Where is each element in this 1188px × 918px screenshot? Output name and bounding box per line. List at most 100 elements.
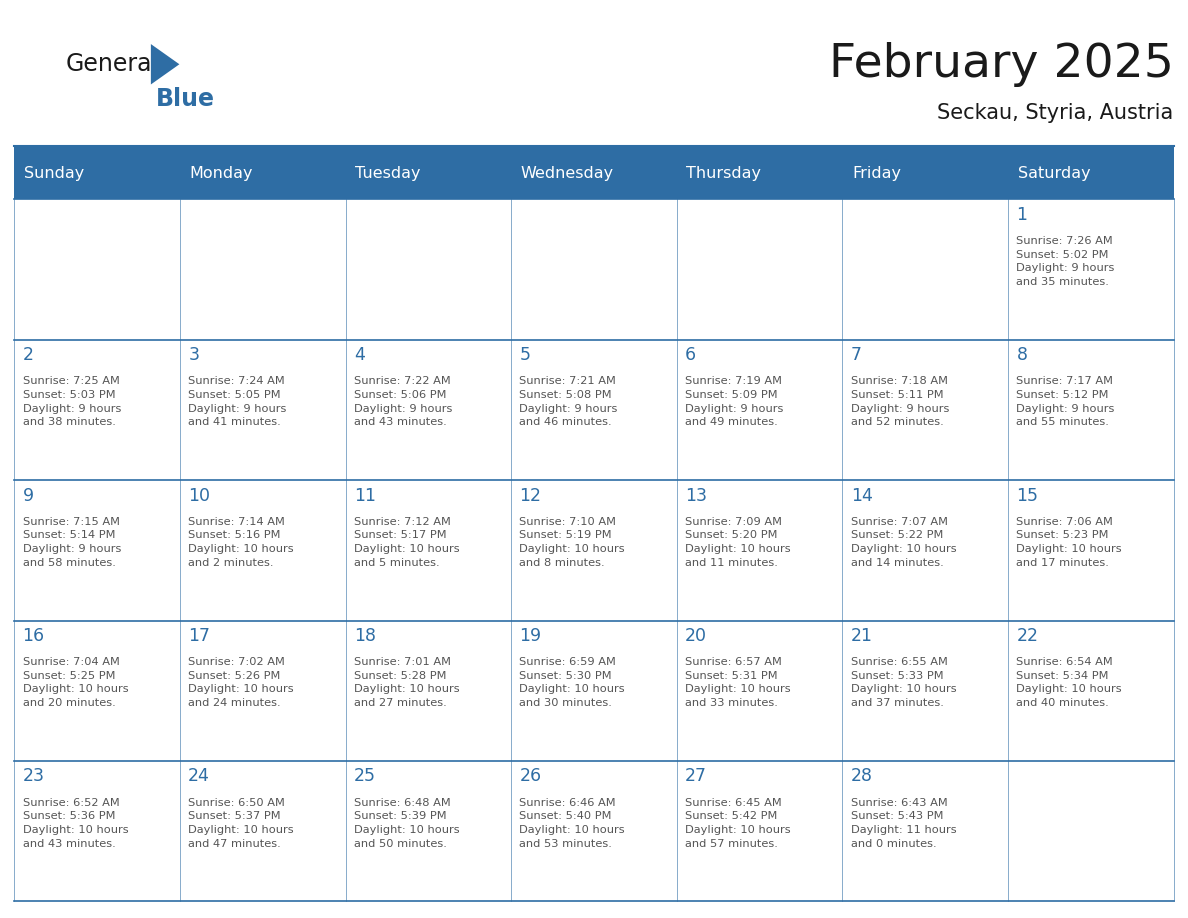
Bar [511,340,677,480]
Text: February 2025: February 2025 [829,41,1174,87]
Text: Sunrise: 7:04 AM
Sunset: 5:25 PM
Daylight: 10 hours
and 20 minutes.: Sunrise: 7:04 AM Sunset: 5:25 PM Dayligh… [23,657,128,708]
Text: Sunrise: 7:02 AM
Sunset: 5:26 PM
Daylight: 10 hours
and 24 minutes.: Sunrise: 7:02 AM Sunset: 5:26 PM Dayligh… [188,657,293,708]
Text: Sunrise: 6:46 AM
Sunset: 5:40 PM
Daylight: 10 hours
and 53 minutes.: Sunrise: 6:46 AM Sunset: 5:40 PM Dayligh… [519,798,625,848]
Text: Sunrise: 7:25 AM
Sunset: 5:03 PM
Daylight: 9 hours
and 38 minutes.: Sunrise: 7:25 AM Sunset: 5:03 PM Dayligh… [23,376,121,427]
Bar [842,199,1009,340]
Text: Sunrise: 7:17 AM
Sunset: 5:12 PM
Daylight: 9 hours
and 55 minutes.: Sunrise: 7:17 AM Sunset: 5:12 PM Dayligh… [1017,376,1114,427]
Bar [179,761,346,901]
Text: Sunday: Sunday [24,165,84,181]
Bar [346,480,511,621]
Text: 8: 8 [1017,346,1028,364]
Bar [677,480,842,621]
Bar [842,480,1009,621]
Text: 11: 11 [354,487,375,505]
Text: Sunrise: 7:22 AM
Sunset: 5:06 PM
Daylight: 9 hours
and 43 minutes.: Sunrise: 7:22 AM Sunset: 5:06 PM Dayligh… [354,376,453,427]
Text: Sunrise: 6:50 AM
Sunset: 5:37 PM
Daylight: 10 hours
and 47 minutes.: Sunrise: 6:50 AM Sunset: 5:37 PM Dayligh… [188,798,293,848]
Text: Sunrise: 7:19 AM
Sunset: 5:09 PM
Daylight: 9 hours
and 49 minutes.: Sunrise: 7:19 AM Sunset: 5:09 PM Dayligh… [685,376,784,427]
Text: 9: 9 [23,487,33,505]
Bar [1009,621,1174,761]
Text: Sunrise: 6:57 AM
Sunset: 5:31 PM
Daylight: 10 hours
and 33 minutes.: Sunrise: 6:57 AM Sunset: 5:31 PM Dayligh… [685,657,791,708]
Text: Friday: Friday [852,165,901,181]
Text: Sunrise: 7:06 AM
Sunset: 5:23 PM
Daylight: 10 hours
and 17 minutes.: Sunrise: 7:06 AM Sunset: 5:23 PM Dayligh… [1017,517,1121,567]
Text: Monday: Monday [189,165,253,181]
Text: Sunrise: 6:55 AM
Sunset: 5:33 PM
Daylight: 10 hours
and 37 minutes.: Sunrise: 6:55 AM Sunset: 5:33 PM Dayligh… [851,657,956,708]
Bar [179,340,346,480]
Text: Sunrise: 6:45 AM
Sunset: 5:42 PM
Daylight: 10 hours
and 57 minutes.: Sunrise: 6:45 AM Sunset: 5:42 PM Dayligh… [685,798,791,848]
Text: Sunrise: 7:14 AM
Sunset: 5:16 PM
Daylight: 10 hours
and 2 minutes.: Sunrise: 7:14 AM Sunset: 5:16 PM Dayligh… [188,517,293,567]
Text: Sunrise: 7:10 AM
Sunset: 5:19 PM
Daylight: 10 hours
and 8 minutes.: Sunrise: 7:10 AM Sunset: 5:19 PM Dayligh… [519,517,625,567]
Text: 23: 23 [23,767,45,786]
Bar [1009,761,1174,901]
Bar [14,147,1174,199]
Text: Sunrise: 7:24 AM
Sunset: 5:05 PM
Daylight: 9 hours
and 41 minutes.: Sunrise: 7:24 AM Sunset: 5:05 PM Dayligh… [188,376,286,427]
Polygon shape [151,44,179,84]
Text: Sunrise: 6:48 AM
Sunset: 5:39 PM
Daylight: 10 hours
and 50 minutes.: Sunrise: 6:48 AM Sunset: 5:39 PM Dayligh… [354,798,460,848]
Text: 21: 21 [851,627,873,645]
Text: Sunrise: 7:26 AM
Sunset: 5:02 PM
Daylight: 9 hours
and 35 minutes.: Sunrise: 7:26 AM Sunset: 5:02 PM Dayligh… [1017,236,1114,286]
Bar [511,761,677,901]
Text: 6: 6 [685,346,696,364]
Text: Sunrise: 7:21 AM
Sunset: 5:08 PM
Daylight: 9 hours
and 46 minutes.: Sunrise: 7:21 AM Sunset: 5:08 PM Dayligh… [519,376,618,427]
Bar [1009,340,1174,480]
Text: 17: 17 [188,627,210,645]
Text: Thursday: Thursday [687,165,762,181]
Bar [511,621,677,761]
Text: Sunrise: 6:54 AM
Sunset: 5:34 PM
Daylight: 10 hours
and 40 minutes.: Sunrise: 6:54 AM Sunset: 5:34 PM Dayligh… [1017,657,1121,708]
Bar [677,340,842,480]
Text: Sunrise: 6:52 AM
Sunset: 5:36 PM
Daylight: 10 hours
and 43 minutes.: Sunrise: 6:52 AM Sunset: 5:36 PM Dayligh… [23,798,128,848]
Bar [179,199,346,340]
Bar [842,761,1009,901]
Bar [14,340,179,480]
Bar [14,480,179,621]
Text: Sunrise: 7:07 AM
Sunset: 5:22 PM
Daylight: 10 hours
and 14 minutes.: Sunrise: 7:07 AM Sunset: 5:22 PM Dayligh… [851,517,956,567]
Bar [346,199,511,340]
Text: 16: 16 [23,627,45,645]
Bar [346,340,511,480]
Text: 2: 2 [23,346,33,364]
Text: 18: 18 [354,627,375,645]
Bar [511,480,677,621]
Text: Wednesday: Wednesday [520,165,614,181]
Text: 3: 3 [188,346,200,364]
Bar [1009,199,1174,340]
Text: Seckau, Styria, Austria: Seckau, Styria, Austria [937,103,1174,123]
Bar [677,621,842,761]
Text: Blue: Blue [156,87,215,111]
Text: 20: 20 [685,627,707,645]
Bar [14,199,179,340]
Bar [842,340,1009,480]
Text: Sunrise: 7:09 AM
Sunset: 5:20 PM
Daylight: 10 hours
and 11 minutes.: Sunrise: 7:09 AM Sunset: 5:20 PM Dayligh… [685,517,791,567]
Text: 22: 22 [1017,627,1038,645]
Text: Sunrise: 7:15 AM
Sunset: 5:14 PM
Daylight: 9 hours
and 58 minutes.: Sunrise: 7:15 AM Sunset: 5:14 PM Dayligh… [23,517,121,567]
Text: 27: 27 [685,767,707,786]
Text: 1: 1 [1017,206,1028,224]
Text: Sunrise: 6:59 AM
Sunset: 5:30 PM
Daylight: 10 hours
and 30 minutes.: Sunrise: 6:59 AM Sunset: 5:30 PM Dayligh… [519,657,625,708]
Bar [677,761,842,901]
Bar [14,621,179,761]
Bar [179,621,346,761]
Text: 14: 14 [851,487,873,505]
Text: 5: 5 [519,346,531,364]
Bar [179,480,346,621]
Text: 24: 24 [188,767,210,786]
Text: 12: 12 [519,487,542,505]
Text: 7: 7 [851,346,861,364]
Bar [677,199,842,340]
Bar [346,621,511,761]
Text: Sunrise: 6:43 AM
Sunset: 5:43 PM
Daylight: 11 hours
and 0 minutes.: Sunrise: 6:43 AM Sunset: 5:43 PM Dayligh… [851,798,956,848]
Text: Sunrise: 7:01 AM
Sunset: 5:28 PM
Daylight: 10 hours
and 27 minutes.: Sunrise: 7:01 AM Sunset: 5:28 PM Dayligh… [354,657,460,708]
Text: Saturday: Saturday [1018,165,1091,181]
Bar [14,761,179,901]
Text: 15: 15 [1017,487,1038,505]
Text: Tuesday: Tuesday [355,165,421,181]
Bar [346,761,511,901]
Text: 13: 13 [685,487,707,505]
Text: Sunrise: 7:18 AM
Sunset: 5:11 PM
Daylight: 9 hours
and 52 minutes.: Sunrise: 7:18 AM Sunset: 5:11 PM Dayligh… [851,376,949,427]
Text: General: General [65,52,158,76]
Bar [511,199,677,340]
Text: 28: 28 [851,767,873,786]
Text: 10: 10 [188,487,210,505]
Text: 19: 19 [519,627,542,645]
Text: 4: 4 [354,346,365,364]
Text: 25: 25 [354,767,375,786]
